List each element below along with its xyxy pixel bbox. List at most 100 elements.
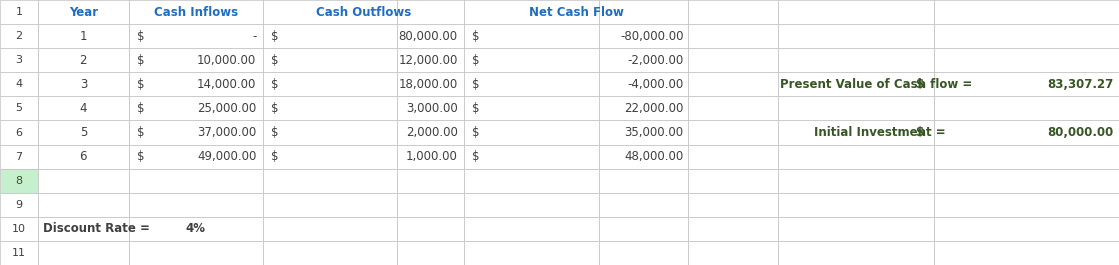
Bar	[263, 144, 397, 169]
Text: -2,000.00: -2,000.00	[628, 54, 684, 67]
Text: 5: 5	[79, 126, 87, 139]
Bar	[464, 96, 599, 121]
Bar	[688, 217, 778, 241]
Bar	[464, 48, 599, 72]
Text: $: $	[915, 126, 923, 139]
Bar	[397, 96, 464, 121]
Bar	[464, 24, 599, 48]
Bar	[778, 0, 934, 24]
Bar	[0, 241, 38, 265]
Text: 3,000.00: 3,000.00	[406, 102, 458, 115]
Text: Net Cash Flow: Net Cash Flow	[529, 6, 623, 19]
Text: 49,000.00: 49,000.00	[197, 150, 256, 163]
Text: 6: 6	[79, 150, 87, 163]
Text: 35,000.00: 35,000.00	[624, 126, 684, 139]
Bar	[129, 48, 263, 72]
Text: 83,307.27: 83,307.27	[1047, 78, 1113, 91]
Bar	[934, 121, 1119, 144]
Text: 3: 3	[16, 55, 22, 65]
Bar	[0, 48, 38, 72]
Bar	[38, 72, 129, 96]
Text: Discount Rate =: Discount Rate =	[43, 222, 150, 235]
Bar	[0, 0, 38, 24]
Bar	[129, 144, 263, 169]
Text: $: $	[472, 78, 480, 91]
Text: 8: 8	[16, 176, 22, 186]
Text: $: $	[271, 30, 279, 43]
Bar	[464, 193, 599, 217]
Bar	[129, 24, 263, 48]
Bar	[688, 169, 778, 193]
Text: 37,000.00: 37,000.00	[197, 126, 256, 139]
Bar	[397, 241, 464, 265]
Text: 2: 2	[79, 54, 87, 67]
Bar	[688, 0, 778, 24]
Text: 1: 1	[79, 30, 87, 43]
Bar	[397, 0, 464, 24]
Bar	[934, 144, 1119, 169]
Bar	[688, 121, 778, 144]
Text: 12,000.00: 12,000.00	[398, 54, 458, 67]
Bar	[688, 48, 778, 72]
Text: 1,000.00: 1,000.00	[406, 150, 458, 163]
Bar	[599, 96, 688, 121]
Bar	[934, 193, 1119, 217]
Bar	[263, 72, 397, 96]
Bar	[38, 0, 129, 24]
Bar	[934, 0, 1119, 24]
Bar	[778, 241, 934, 265]
Bar	[0, 217, 38, 241]
Bar	[397, 144, 464, 169]
Bar	[599, 48, 688, 72]
Bar	[0, 24, 38, 48]
Bar	[263, 0, 397, 24]
Bar	[0, 193, 38, 217]
Bar	[129, 193, 263, 217]
Bar	[38, 24, 129, 48]
Bar	[397, 169, 464, 193]
Text: $: $	[472, 54, 480, 67]
Text: $: $	[137, 102, 144, 115]
Bar	[263, 241, 397, 265]
Bar	[599, 24, 688, 48]
Bar	[688, 96, 778, 121]
Bar	[397, 72, 464, 96]
Text: $: $	[271, 54, 279, 67]
Text: 2,000.00: 2,000.00	[406, 126, 458, 139]
Bar	[38, 193, 129, 217]
Text: Year: Year	[68, 6, 98, 19]
Bar	[688, 72, 778, 96]
Bar	[599, 169, 688, 193]
Bar	[397, 193, 464, 217]
Text: $: $	[472, 102, 480, 115]
Text: 6: 6	[16, 127, 22, 138]
Bar	[0, 96, 38, 121]
Text: $: $	[915, 78, 923, 91]
Bar	[778, 217, 934, 241]
Bar	[0, 169, 38, 193]
Bar	[778, 24, 934, 48]
Bar	[38, 48, 129, 72]
Text: $: $	[271, 78, 279, 91]
Bar	[0, 72, 38, 96]
Text: $: $	[271, 126, 279, 139]
Bar	[38, 121, 129, 144]
Text: $: $	[472, 30, 480, 43]
Bar	[464, 121, 599, 144]
Bar	[464, 0, 599, 24]
Text: 22,000.00: 22,000.00	[624, 102, 684, 115]
Bar	[263, 48, 397, 72]
Bar	[263, 96, 397, 121]
Bar	[599, 144, 688, 169]
Text: 4: 4	[16, 79, 22, 89]
Text: 4: 4	[79, 102, 87, 115]
Text: 2: 2	[16, 31, 22, 41]
Text: Present Value of Cash flow =: Present Value of Cash flow =	[780, 78, 972, 91]
Bar	[464, 169, 599, 193]
Bar	[778, 144, 934, 169]
Text: Cash Inflows: Cash Inflows	[153, 6, 238, 19]
Bar	[599, 193, 688, 217]
Text: -80,000.00: -80,000.00	[620, 30, 684, 43]
Bar	[38, 96, 129, 121]
Bar	[688, 241, 778, 265]
